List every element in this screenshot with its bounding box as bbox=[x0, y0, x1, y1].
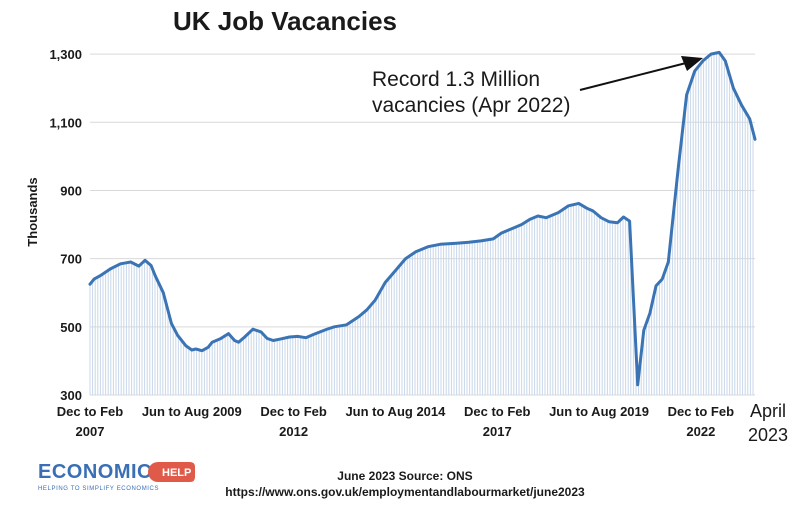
x-tick-label: Jun to Aug 2019 bbox=[549, 404, 649, 419]
x-tick-sublabel: 2022 bbox=[686, 424, 715, 439]
y-axis: 300 500 700 900 1,100 1,300 bbox=[49, 47, 82, 403]
y-tick-label: 900 bbox=[60, 183, 82, 198]
logo: ECONOMICS HELP HELPING TO SIMPLIFY ECONO… bbox=[38, 461, 195, 492]
x-tick-label: Jun to Aug 2014 bbox=[345, 404, 446, 419]
x-axis: Dec to Feb 2007 Jun to Aug 2009 Dec to Feb 2… bbox=[57, 401, 788, 445]
annotation-arrow bbox=[579, 61, 691, 91]
source-line-1: June 2023 Source: ONS bbox=[337, 469, 472, 483]
y-tick-label: 1,300 bbox=[49, 47, 82, 62]
x-tick-sublabel: 2017 bbox=[483, 424, 512, 439]
y-tick-label: 700 bbox=[60, 252, 82, 267]
y-tick-label: 1,100 bbox=[49, 115, 82, 130]
logo-badge-tip bbox=[148, 462, 168, 482]
y-tick-label: 300 bbox=[60, 388, 82, 403]
x-tick-label: Dec to Feb bbox=[57, 404, 124, 419]
logo-badge-text: HELP bbox=[162, 467, 191, 479]
annotation: Record 1.3 Million vacancies (Apr 2022) bbox=[372, 56, 703, 117]
annotation-arrowhead bbox=[681, 56, 703, 71]
y-tick-label: 500 bbox=[60, 320, 82, 335]
x-end-label: April bbox=[750, 401, 786, 421]
x-tick-label: Dec to Feb bbox=[668, 404, 735, 419]
x-end-sublabel: 2023 bbox=[748, 425, 788, 445]
annotation-line-2: vacancies (Apr 2022) bbox=[372, 94, 570, 117]
logo-wordmark: ECONOMICS bbox=[38, 461, 166, 483]
chart-title: UK Job Vacancies bbox=[173, 6, 397, 36]
area-fill bbox=[89, 52, 754, 395]
x-tick-sublabel: 2007 bbox=[76, 424, 105, 439]
x-tick-label: Jun to Aug 2009 bbox=[142, 404, 242, 419]
x-tick-sublabel: 2012 bbox=[279, 424, 308, 439]
annotation-line-1: Record 1.3 Million bbox=[372, 68, 540, 91]
x-tick-label: Dec to Feb bbox=[464, 404, 531, 419]
source-line-2: https://www.ons.gov.uk/employmentandlabo… bbox=[225, 485, 585, 499]
logo-tagline: HELPING TO SIMPLIFY ECONOMICS bbox=[38, 486, 159, 492]
vacancies-line bbox=[88, 50, 757, 387]
y-axis-label: Thousands bbox=[25, 177, 40, 246]
series-line bbox=[88, 50, 757, 387]
logo-badge bbox=[158, 462, 195, 482]
x-tick-label: Dec to Feb bbox=[260, 404, 327, 419]
